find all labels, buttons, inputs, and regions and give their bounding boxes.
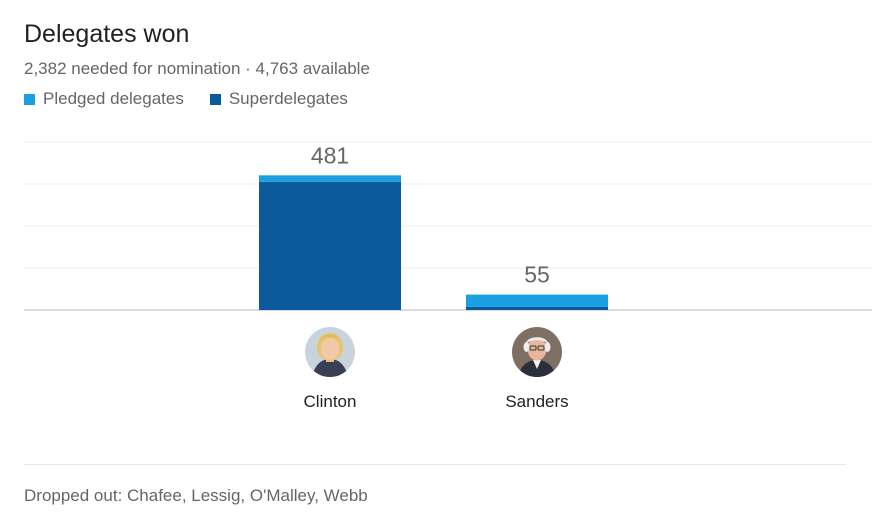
- dropped-out-note: Dropped out: Chafee, Lessig, O'Malley, W…: [24, 486, 368, 505]
- chart-title: Delegates won: [24, 20, 190, 48]
- footer-divider: [24, 464, 846, 465]
- sanders-avatar-icon: [512, 327, 562, 377]
- bar-sanders-pledged-delegates: [466, 294, 608, 307]
- candidate-name-sanders: Sanders: [505, 392, 569, 411]
- bar-sanders-superdelegates: [466, 306, 608, 310]
- bar-clinton-superdelegates: [259, 181, 401, 310]
- candidate-name-clinton: Clinton: [303, 392, 357, 411]
- bar-total-label-clinton: 481: [311, 142, 349, 168]
- legend-swatch-pledged: [24, 93, 35, 105]
- clinton-avatar-icon: [305, 327, 355, 377]
- legend-label-pledged: Pledged delegates: [43, 89, 184, 108]
- chart-subtitle: 2,382 needed for nomination · 4,763 avai…: [24, 59, 370, 78]
- legend-swatch-superdelegates: [209, 93, 221, 105]
- legend-label-superdelegates: Superdelegates: [228, 89, 348, 108]
- bar-total-label-sanders: 55: [524, 262, 550, 288]
- legend-item-pledged: Pledged delegates: [24, 89, 184, 109]
- delegates-bar-chart: 481 55: [24, 141, 872, 311]
- legend-item-superdelegates: Superdelegates: [209, 89, 348, 109]
- bar-clinton-pledged-delegates: [259, 175, 401, 182]
- legend: Pledged delegates Superdelegates: [24, 89, 348, 109]
